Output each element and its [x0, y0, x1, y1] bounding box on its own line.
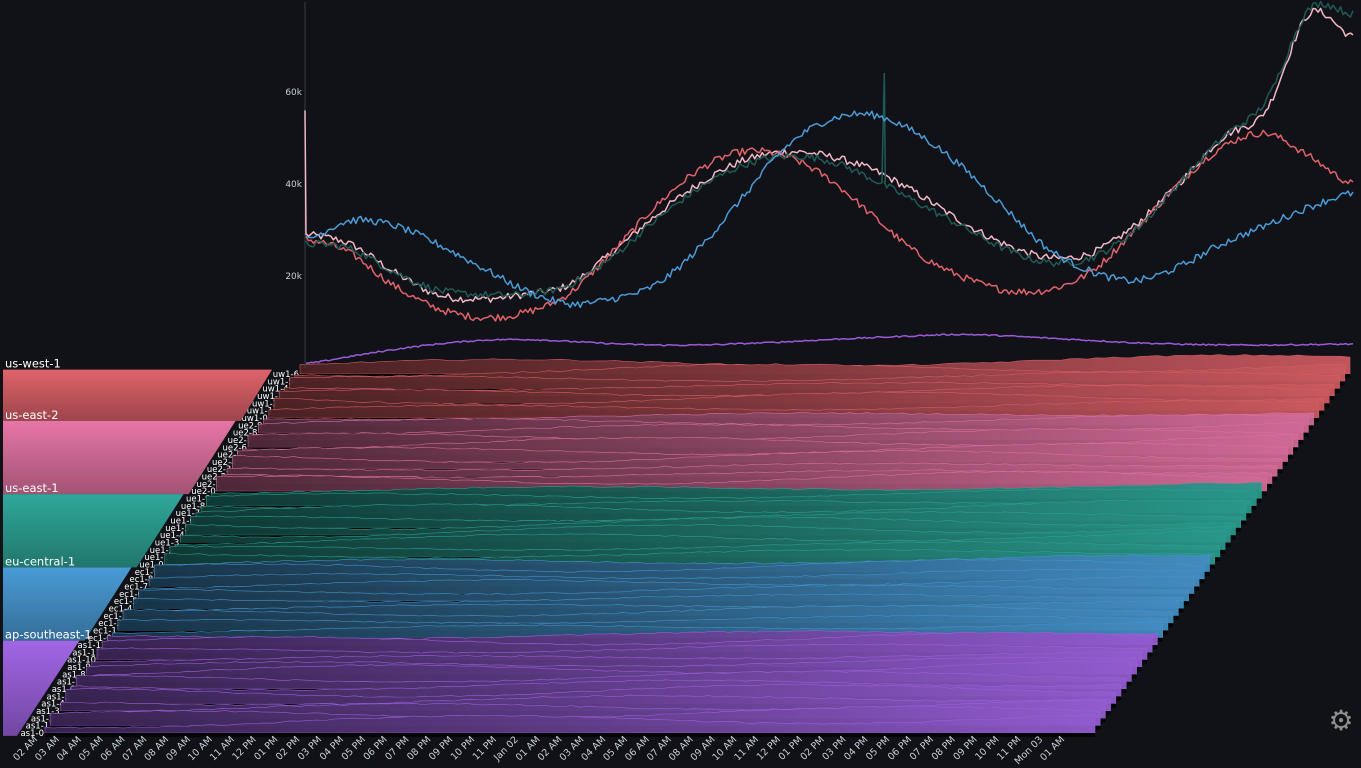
- y-tick-label: 60k: [285, 88, 302, 98]
- series-line-4: [306, 333, 1354, 364]
- gear-icon[interactable]: ⚙: [1328, 704, 1354, 737]
- host-label: ue1-3: [155, 539, 180, 549]
- region-band-us-east-2: [3, 420, 236, 495]
- x-tick-label: 11 AM: [732, 734, 761, 763]
- host-label: uw1-4: [262, 385, 288, 395]
- x-tick-label: Jan 02: [491, 734, 521, 764]
- ridge-area-ue2-0: [216, 471, 1267, 492]
- host-label: ec1-7: [124, 582, 148, 592]
- host-label: ue1-6: [170, 517, 195, 527]
- host-label: ue2-0: [191, 487, 216, 497]
- host-label: as1-12: [78, 641, 107, 651]
- ridge-area-ue1-8: [206, 488, 1257, 507]
- host-label: as1-9: [67, 663, 91, 673]
- host-label: ue1-4: [160, 531, 185, 541]
- host-label: ec1-0: [88, 634, 112, 644]
- host-label: uw1-3: [257, 392, 283, 402]
- host-label: ue1-0: [139, 560, 164, 570]
- y-tick-label: 20k: [285, 272, 302, 282]
- host-label: ue2-2: [202, 473, 227, 483]
- host-label: as1-5: [46, 692, 70, 702]
- ridge-area-ec1-1: [117, 614, 1169, 631]
- host-label: ue2-6: [222, 443, 247, 453]
- host-label: ue1-5: [165, 524, 190, 534]
- x-tick-label: 01 AM: [1038, 734, 1067, 763]
- host-label: as1-6: [52, 685, 76, 695]
- host-label: ue2-9: [238, 421, 263, 431]
- host-label: uw1-1: [247, 407, 273, 417]
- host-label: uw1-0: [242, 414, 268, 424]
- ridge-area-as1-10: [96, 643, 1148, 660]
- region-label: us-east-1: [5, 481, 59, 495]
- region-legend-panel: us-west-1 us-east-2 us-east-1 eu-central-1 a…: [3, 357, 272, 736]
- host-label: ue1-7: [176, 509, 201, 519]
- host-label: ec1-1: [93, 626, 117, 636]
- region-label: us-west-1: [5, 357, 61, 371]
- host-label: as1-11: [72, 648, 101, 658]
- region-band-eu-central-1: [3, 567, 132, 641]
- ridge-gap: [45, 733, 1095, 738]
- host-label: as1-8: [62, 670, 86, 680]
- region-band-ap-southeast-1: [3, 640, 80, 736]
- ridge-area-uw1-0: [268, 400, 1320, 419]
- host-label: as1-10: [67, 656, 96, 666]
- line-chart: 20k 40k 60k: [285, 0, 1354, 368]
- y-tick-label: 40k: [285, 180, 302, 190]
- host-label: ec1-6: [119, 590, 143, 600]
- host-label: ue1-1: [144, 553, 169, 563]
- host-label: as1-3: [36, 707, 60, 717]
- host-label: as1-0: [20, 729, 44, 739]
- host-label: ec1-5: [114, 597, 138, 607]
- host-label: ue2-7: [228, 436, 253, 446]
- x-tick-label: 11 AM: [208, 734, 237, 763]
- region-label: us-east-2: [5, 408, 59, 422]
- region-band-us-east-1: [3, 494, 184, 568]
- series-line-0: [304, 7, 1354, 304]
- region-band-us-west-1: [3, 369, 272, 421]
- host-label: ec1-9: [135, 568, 159, 578]
- host-label: ue1-9: [186, 495, 211, 505]
- series-line-3: [305, 110, 1354, 309]
- region-label: ap-southeast-1: [5, 628, 92, 642]
- host-label: ue1-2: [150, 546, 175, 556]
- host-label: ue1-8: [181, 502, 206, 512]
- ridgeline-chart: uw1-6uw1-5uw1-4uw1-3uw1-2uw1-1uw1-0ue2-9…: [20, 354, 1351, 739]
- host-label: ec1-8: [129, 575, 153, 585]
- host-label: ec1-3: [103, 612, 127, 622]
- host-label: as1-4: [41, 700, 65, 710]
- host-label: ue2-4: [212, 458, 237, 468]
- ridge-area-ec1-4: [133, 593, 1184, 609]
- host-label: as1-1: [26, 722, 50, 732]
- ridge-area-as1-0: [44, 714, 1096, 734]
- series-line-1: [305, 129, 1354, 322]
- host-label: uw1-5: [268, 377, 294, 387]
- host-label: ue2-3: [207, 465, 232, 475]
- host-label: ue2-5: [217, 451, 242, 461]
- host-label: ue2-8: [233, 429, 258, 439]
- host-label: as1-7: [57, 678, 81, 688]
- host-label: ec1-4: [109, 604, 133, 614]
- series-line-2: [305, 0, 1354, 299]
- host-label: uw1-6: [273, 370, 299, 380]
- host-label: ec1-2: [98, 619, 122, 629]
- region-label: eu-central-1: [5, 554, 75, 568]
- host-label: uw1-2: [252, 399, 278, 409]
- host-label: as1-2: [31, 714, 55, 724]
- host-label: ue2-1: [196, 480, 221, 490]
